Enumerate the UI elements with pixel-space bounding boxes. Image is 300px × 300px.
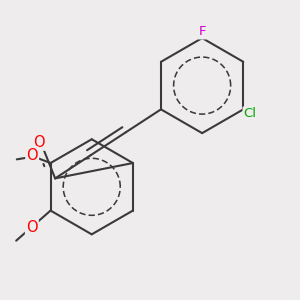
Text: O: O — [26, 148, 38, 163]
Text: O: O — [33, 135, 45, 150]
Text: F: F — [198, 26, 206, 38]
Text: Cl: Cl — [244, 107, 256, 121]
Text: O: O — [26, 220, 38, 235]
